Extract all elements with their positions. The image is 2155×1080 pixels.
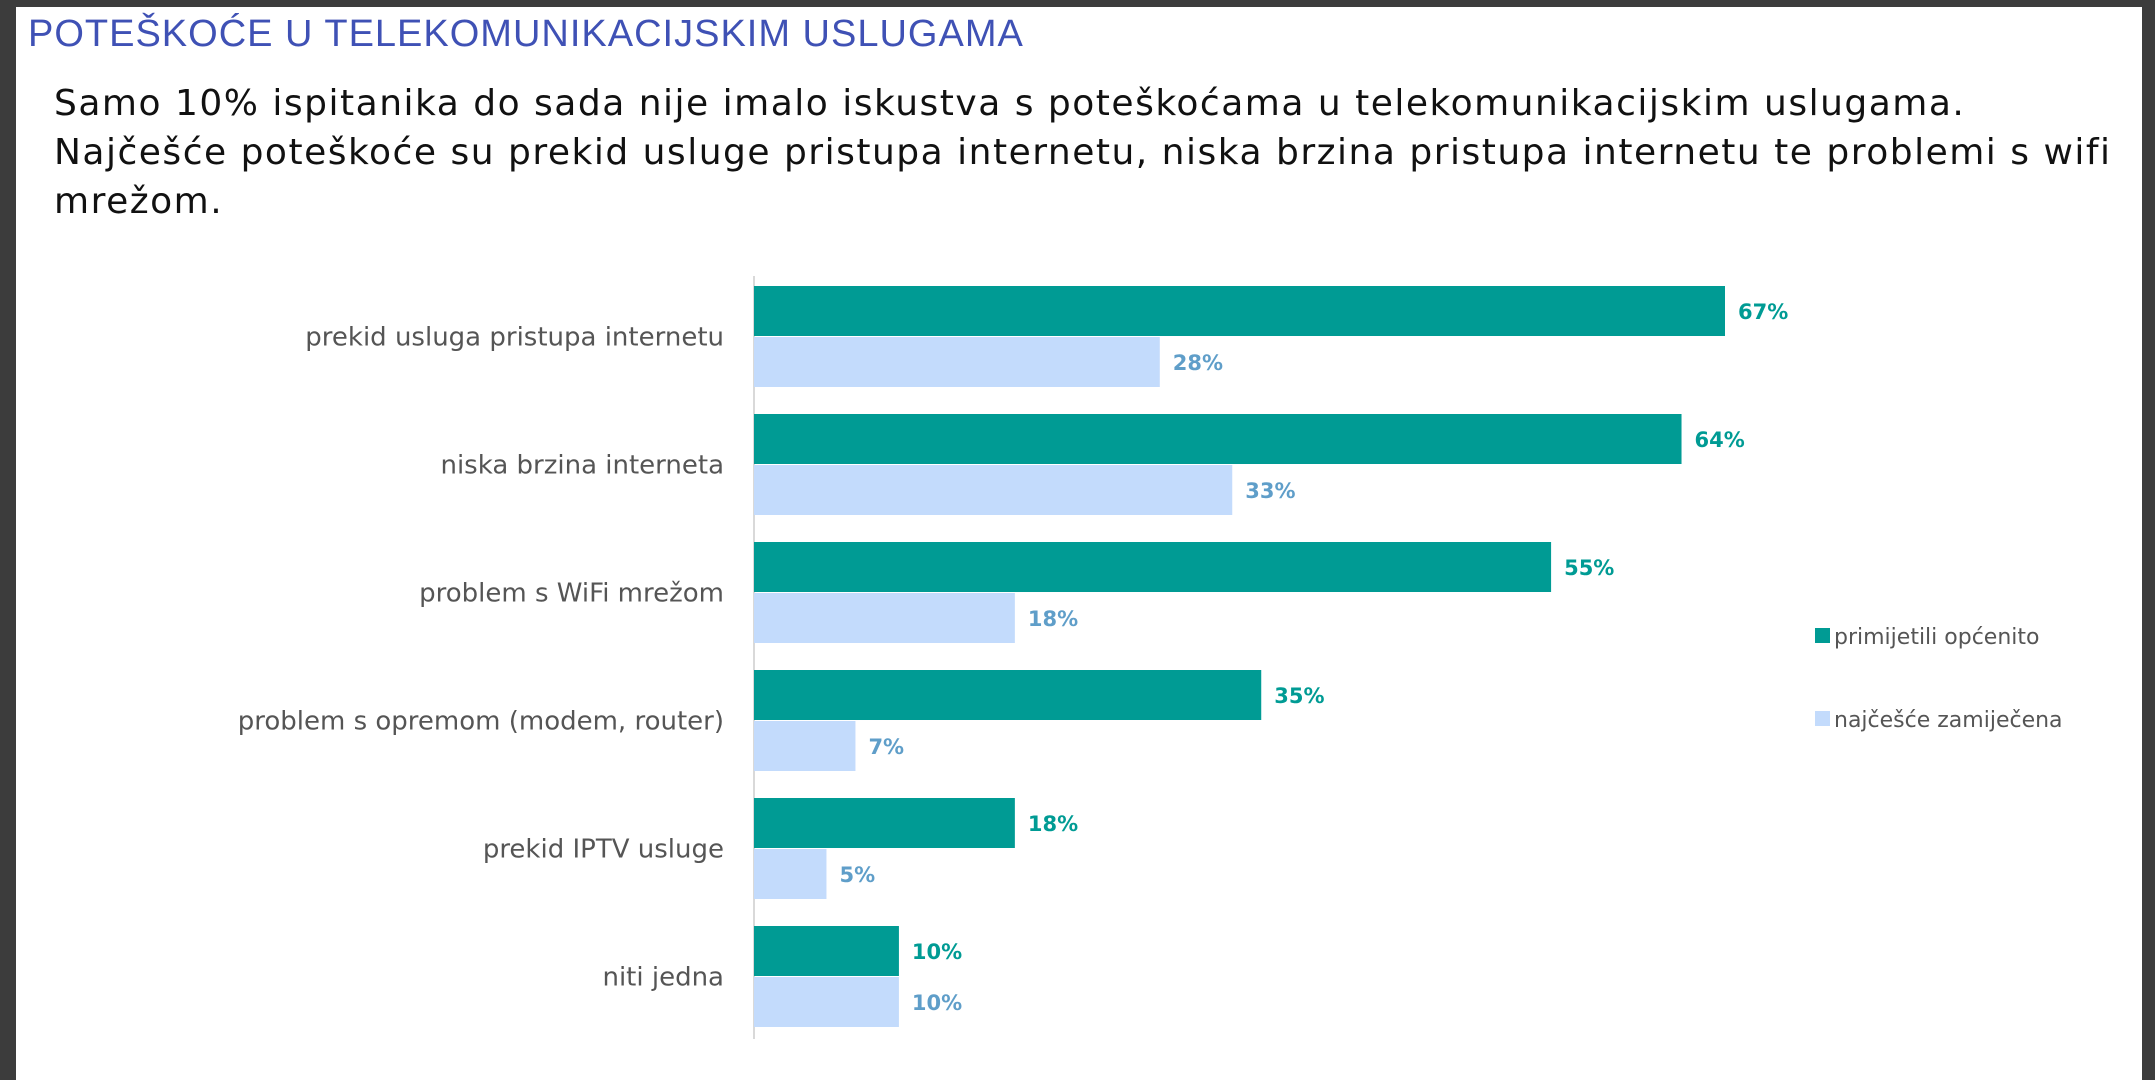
data-label: 18%	[1028, 607, 1078, 631]
data-label: 67%	[1738, 300, 1788, 324]
legend-label: najčešće zamiječena	[1834, 708, 2063, 733]
data-label: 33%	[1245, 479, 1295, 503]
bar-most-often-noticed	[754, 465, 1233, 515]
category-label: prekid IPTV usluge	[483, 835, 724, 865]
bar-generally-noticed	[754, 926, 899, 976]
slide-title: POTEŠKOĆE U TELEKOMUNIKACIJSKIM USLUGAMA	[28, 13, 1024, 55]
data-label: 18%	[1028, 812, 1078, 836]
data-label: 10%	[912, 940, 962, 964]
category-label: problem s WiFi mrežom	[419, 579, 724, 609]
category-label: niti jedna	[602, 963, 724, 993]
data-label: 64%	[1695, 428, 1745, 452]
bar-most-often-noticed	[754, 337, 1160, 387]
bar-most-often-noticed	[754, 849, 827, 899]
bar-most-often-noticed	[754, 593, 1015, 643]
data-label: 7%	[868, 735, 904, 759]
bar-most-often-noticed	[754, 721, 856, 771]
legend-swatch	[1815, 628, 1830, 643]
slide-subtitle: Samo 10% ispitanika do sada nije imalo i…	[54, 83, 2112, 222]
bar-generally-noticed	[754, 798, 1015, 848]
bar-generally-noticed	[754, 542, 1552, 592]
slide: POTEŠKOĆE U TELEKOMUNIKACIJSKIM USLUGAMA…	[16, 7, 2142, 1080]
bar-most-often-noticed	[754, 977, 899, 1027]
data-label: 10%	[912, 991, 962, 1015]
category-label: niska brzina interneta	[440, 451, 724, 481]
bar-generally-noticed	[754, 414, 1682, 464]
data-label: 28%	[1173, 351, 1223, 375]
bar-generally-noticed	[754, 286, 1725, 336]
legend-swatch	[1815, 711, 1830, 726]
bar-generally-noticed	[754, 670, 1262, 720]
category-label: prekid usluga pristupa internetu	[305, 323, 724, 353]
data-label: 55%	[1564, 556, 1614, 580]
data-label: 5%	[839, 863, 875, 887]
legend-label: primijetili općenito	[1834, 625, 2039, 650]
data-label: 35%	[1274, 684, 1324, 708]
category-label: problem s opremom (modem, router)	[238, 707, 724, 737]
